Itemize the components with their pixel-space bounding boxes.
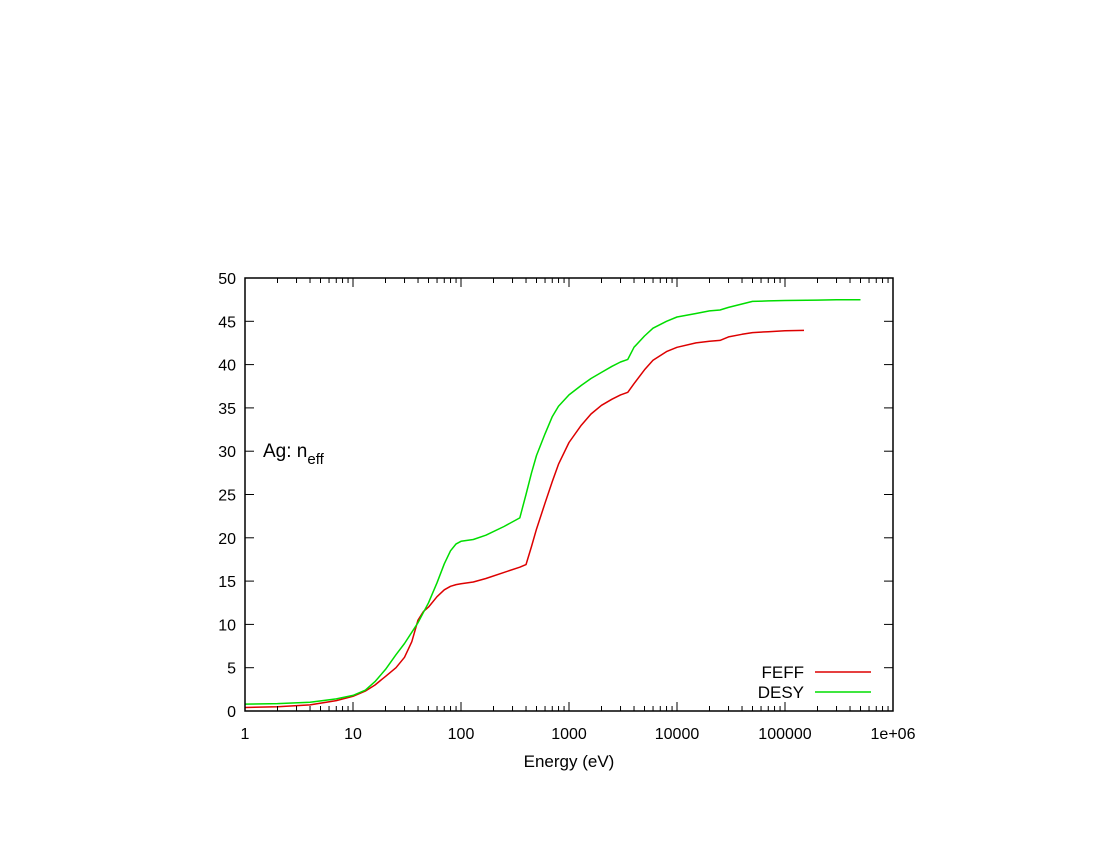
tick-labels: 1 10 100 1000 10000 100000 1e+06 0 5 10 15 20 25 30 35… <box>218 271 915 743</box>
series-line-desy <box>244 298 861 705</box>
legend-label-desy: DESY <box>758 683 804 702</box>
y-tick-label-9: 45 <box>218 314 236 331</box>
series-layer <box>244 298 861 709</box>
x-tick-label-5: 100000 <box>758 726 811 743</box>
annotation-text: Ag: n <box>263 441 307 462</box>
y-tick-label-3: 15 <box>218 574 236 591</box>
y-tick-label-2: 10 <box>218 617 236 634</box>
y-tick-label-7: 35 <box>218 401 236 418</box>
y-tick-label-4: 20 <box>218 531 236 548</box>
y-tick-label-6: 30 <box>218 444 236 461</box>
chart-annotation: Ag: neff <box>263 441 325 468</box>
x-tick-label-6: 1e+06 <box>871 726 916 743</box>
series-line-feff <box>244 329 805 709</box>
y-tick-label-5: 25 <box>218 488 236 505</box>
x-tick-label-2: 100 <box>448 726 475 743</box>
plot-frame <box>244 277 894 712</box>
y-tick-label-10: 50 <box>218 271 236 288</box>
x-tick-label-0: 1 <box>241 726 250 743</box>
y-tick-label-1: 5 <box>227 661 236 678</box>
x-tick-label-1: 10 <box>344 726 362 743</box>
y-tick-label-8: 40 <box>218 358 236 375</box>
y-tick-label-0: 0 <box>227 704 236 721</box>
x-tick-label-4: 10000 <box>655 726 700 743</box>
x-axis-label: Energy (eV) <box>524 752 615 771</box>
ticks-layer <box>244 277 894 712</box>
x-tick-label-3: 1000 <box>551 726 587 743</box>
legend-label-feff: FEFF <box>762 663 805 682</box>
annotation-subscript: eff <box>307 451 324 468</box>
